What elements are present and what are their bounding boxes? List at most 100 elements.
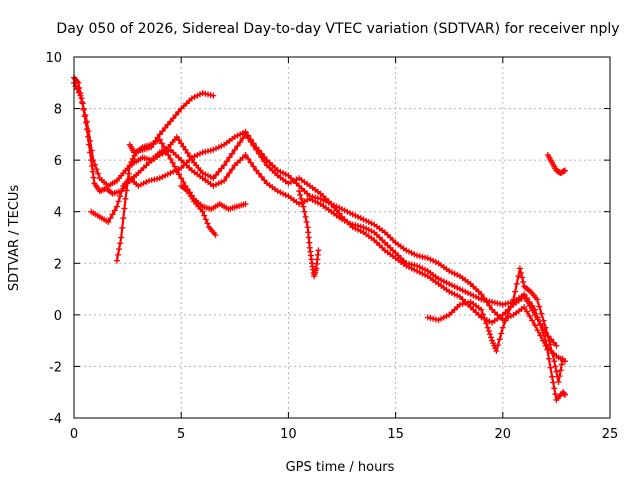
data-point <box>446 268 453 275</box>
data-point <box>204 220 211 227</box>
data-point <box>89 168 96 175</box>
data-point <box>494 342 501 349</box>
data-point <box>126 162 133 169</box>
data-point <box>360 224 367 231</box>
data-point <box>540 337 546 344</box>
data-point <box>435 275 442 282</box>
data-point <box>247 159 254 166</box>
data-point <box>120 215 127 222</box>
series-trace-3 <box>88 128 560 349</box>
data-point <box>464 289 471 296</box>
data-point <box>201 212 208 219</box>
data-point <box>435 317 442 324</box>
data-point <box>255 170 262 177</box>
data-point <box>478 306 485 313</box>
data-point <box>258 173 265 180</box>
data-point <box>245 155 252 162</box>
data-point <box>221 177 228 184</box>
data-point <box>218 179 225 186</box>
data-point <box>478 291 485 298</box>
data-point <box>557 367 564 374</box>
data-point <box>499 324 506 331</box>
data-point <box>239 130 246 137</box>
data-point <box>515 273 522 280</box>
data-point <box>523 298 530 305</box>
data-point <box>221 162 228 169</box>
data-point <box>242 200 249 207</box>
data-point <box>117 193 124 200</box>
data-point <box>416 264 423 271</box>
data-point <box>555 378 562 385</box>
data-point <box>213 145 220 152</box>
data-point <box>443 279 450 286</box>
data-point <box>90 157 97 164</box>
series-trace-9 <box>544 151 568 177</box>
data-point <box>523 308 530 315</box>
data-point <box>406 264 412 271</box>
data-series <box>71 74 568 403</box>
data-point <box>74 86 81 93</box>
y-tick-label: 8 <box>54 103 62 118</box>
data-point <box>199 208 206 215</box>
data-point <box>237 139 244 146</box>
data-point <box>510 296 517 303</box>
data-point <box>549 349 556 356</box>
data-point <box>363 225 370 232</box>
data-point <box>561 391 568 398</box>
data-point <box>296 200 303 207</box>
data-point <box>210 175 217 182</box>
data-point <box>352 212 359 219</box>
data-point <box>261 153 268 160</box>
data-point <box>408 249 415 256</box>
data-point <box>231 146 238 153</box>
data-point <box>173 167 180 174</box>
data-point <box>451 283 458 290</box>
data-point <box>202 171 209 178</box>
data-point <box>363 217 370 224</box>
data-point <box>148 144 155 151</box>
data-point <box>542 324 549 331</box>
data-point <box>440 278 447 285</box>
data-point <box>143 179 150 186</box>
data-point <box>170 168 177 175</box>
data-point <box>223 173 230 180</box>
data-point <box>282 191 289 198</box>
data-point <box>180 143 187 150</box>
data-point <box>88 147 95 154</box>
data-point <box>95 170 102 177</box>
data-point <box>505 310 512 317</box>
data-point <box>344 208 351 215</box>
data-point <box>121 205 128 212</box>
data-point <box>182 146 189 153</box>
data-point <box>537 320 544 327</box>
data-point <box>250 163 257 170</box>
data-point <box>422 271 429 278</box>
data-point <box>191 93 198 100</box>
data-point <box>315 247 322 254</box>
data-point <box>475 295 482 302</box>
data-point <box>119 224 126 231</box>
data-point <box>167 155 174 162</box>
data-point <box>427 256 434 263</box>
data-point <box>167 170 174 177</box>
data-point <box>215 144 222 151</box>
data-point <box>77 92 84 99</box>
grid <box>74 57 610 418</box>
data-point <box>113 203 120 210</box>
data-point <box>298 195 305 202</box>
data-point <box>349 211 356 218</box>
data-point <box>242 151 249 158</box>
data-point <box>258 150 265 157</box>
data-point <box>411 266 418 273</box>
data-point <box>87 137 94 144</box>
data-point <box>178 175 185 182</box>
data-point <box>493 347 500 354</box>
data-point <box>176 171 183 178</box>
data-point <box>115 198 122 205</box>
data-point <box>207 173 214 180</box>
data-point <box>443 313 450 320</box>
data-point <box>529 317 536 324</box>
data-point <box>299 199 306 206</box>
data-point <box>462 288 469 295</box>
